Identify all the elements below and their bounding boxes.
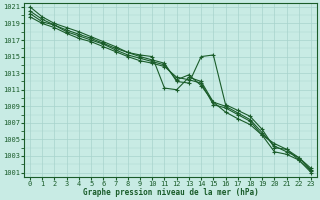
X-axis label: Graphe pression niveau de la mer (hPa): Graphe pression niveau de la mer (hPa) (83, 188, 259, 197)
